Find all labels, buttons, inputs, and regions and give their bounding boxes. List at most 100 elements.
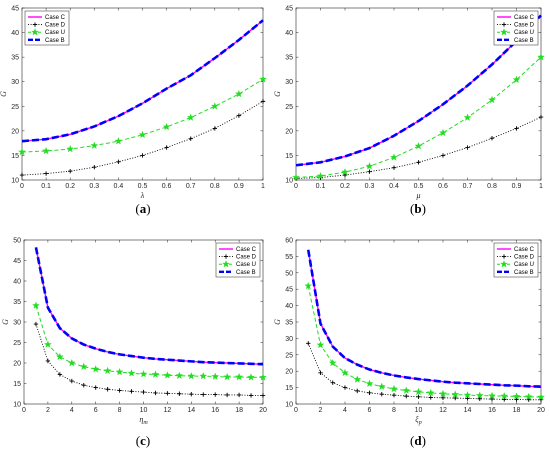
- caption-letter: a: [140, 201, 147, 216]
- x-tick-label: 0.1: [41, 183, 51, 190]
- plus-marker-2: [68, 168, 73, 174]
- plus-marker-7: [391, 392, 397, 398]
- x-tick-label: 0: [294, 183, 298, 190]
- legend-item-case-b: Case B: [28, 38, 65, 44]
- x-tick-label: 1: [261, 183, 265, 190]
- x-axis-label: μ: [415, 191, 420, 200]
- caption-close-paren: ): [146, 201, 150, 216]
- plus-marker-9: [514, 126, 519, 131]
- x-tick-label: 0.2: [65, 183, 75, 190]
- star-marker-3: [90, 141, 99, 149]
- caption-letter: b: [414, 201, 421, 216]
- legend-item-case-c: Case C: [219, 247, 257, 253]
- y-tick-label: 55: [285, 254, 293, 261]
- series-line: [35, 305, 263, 378]
- star-marker-7: [463, 113, 472, 121]
- series-line: [34, 247, 264, 366]
- caption-close-paren: ): [146, 433, 150, 448]
- legend-label: Case D: [514, 255, 535, 261]
- plus-marker-4: [81, 382, 86, 388]
- y-tick-label: 25: [13, 340, 21, 347]
- plus-marker-1: [318, 370, 323, 376]
- y-tick-label: 10: [11, 178, 19, 185]
- plus-marker-8: [212, 126, 217, 131]
- star-marker-9: [512, 75, 521, 84]
- plus-marker-17: [236, 392, 242, 398]
- star-marker-0: [500, 28, 508, 36]
- y-tick-label: 35: [11, 55, 19, 62]
- legend-label: Case B: [45, 38, 65, 44]
- star-marker-5: [91, 365, 100, 373]
- x-axis-label-symbol: η: [139, 415, 143, 424]
- series-case-u: [304, 281, 545, 401]
- star-marker-1: [42, 146, 50, 155]
- series-case-b: [34, 247, 264, 366]
- star-marker-1: [316, 340, 325, 349]
- plus-marker-0: [501, 254, 507, 259]
- x-tick-label: 0.5: [414, 183, 424, 190]
- series-case-d: [19, 99, 266, 178]
- star-marker-6: [162, 122, 171, 131]
- star-marker-2: [56, 352, 64, 361]
- star-marker-7: [186, 113, 195, 121]
- star-marker-0: [304, 281, 313, 290]
- star-marker-6: [103, 366, 112, 375]
- legend-item-case-b: Case B: [497, 270, 534, 276]
- legend-label: Case C: [236, 247, 257, 253]
- series-case-d: [33, 321, 266, 398]
- x-tick-label: 18: [513, 407, 521, 414]
- star-marker-16: [223, 372, 231, 381]
- x-tick-label: 16: [211, 407, 219, 414]
- legend-label: Case U: [236, 262, 256, 268]
- star-marker-18: [524, 392, 533, 401]
- x-tick-label: 10: [415, 407, 423, 414]
- star-marker-5: [414, 142, 423, 150]
- x-tick-label: 1: [539, 183, 543, 190]
- legend-label: Case U: [45, 30, 65, 36]
- series-case-u: [18, 75, 267, 156]
- plus-marker-6: [105, 387, 110, 392]
- series-case-u: [32, 301, 267, 381]
- plus-marker-1: [45, 358, 51, 364]
- star-marker-10: [151, 370, 160, 378]
- y-tick-label: 60: [285, 238, 293, 245]
- x-tick-label: 20: [537, 407, 545, 414]
- plus-marker-14: [477, 396, 482, 401]
- plus-marker-0: [501, 22, 507, 27]
- x-tick-label: 0: [294, 407, 298, 414]
- y-tick-label: 30: [285, 79, 293, 86]
- y-tick-label: 10: [285, 402, 293, 409]
- plus-marker-9: [236, 113, 242, 118]
- star-marker-3: [67, 358, 76, 367]
- series-line: [21, 19, 264, 143]
- x-tick-label: 0.8: [210, 183, 220, 190]
- plus-marker-13: [189, 391, 194, 397]
- star-marker-15: [211, 372, 220, 380]
- legend-label: Case U: [514, 262, 534, 268]
- y-axis-label: G: [273, 91, 282, 97]
- star-marker-10: [259, 75, 267, 83]
- y-tick-label: 15: [285, 153, 293, 160]
- y-tick-label: 30: [285, 336, 293, 343]
- star-marker-1: [44, 340, 52, 348]
- star-marker-5: [138, 130, 147, 139]
- plus-marker-5: [140, 153, 145, 158]
- x-tick-label: 12: [164, 407, 172, 414]
- y-axis-label: G: [0, 91, 8, 97]
- star-marker-4: [353, 375, 362, 383]
- star-marker-6: [377, 382, 386, 390]
- legend-label: Case U: [514, 30, 534, 36]
- y-tick-label: 40: [13, 279, 21, 286]
- x-tick-label: 6: [94, 407, 98, 414]
- plus-marker-3: [69, 378, 74, 384]
- star-marker-0: [292, 173, 300, 181]
- y-tick-label: 10: [285, 178, 293, 185]
- x-tick-label: 0.3: [365, 183, 375, 190]
- legend-item-case-d: Case D: [497, 254, 535, 261]
- x-axis-label-subscript: p: [418, 420, 422, 426]
- star-marker-9: [139, 370, 148, 378]
- star-marker-1: [316, 172, 325, 180]
- x-tick-label: 4: [343, 407, 347, 414]
